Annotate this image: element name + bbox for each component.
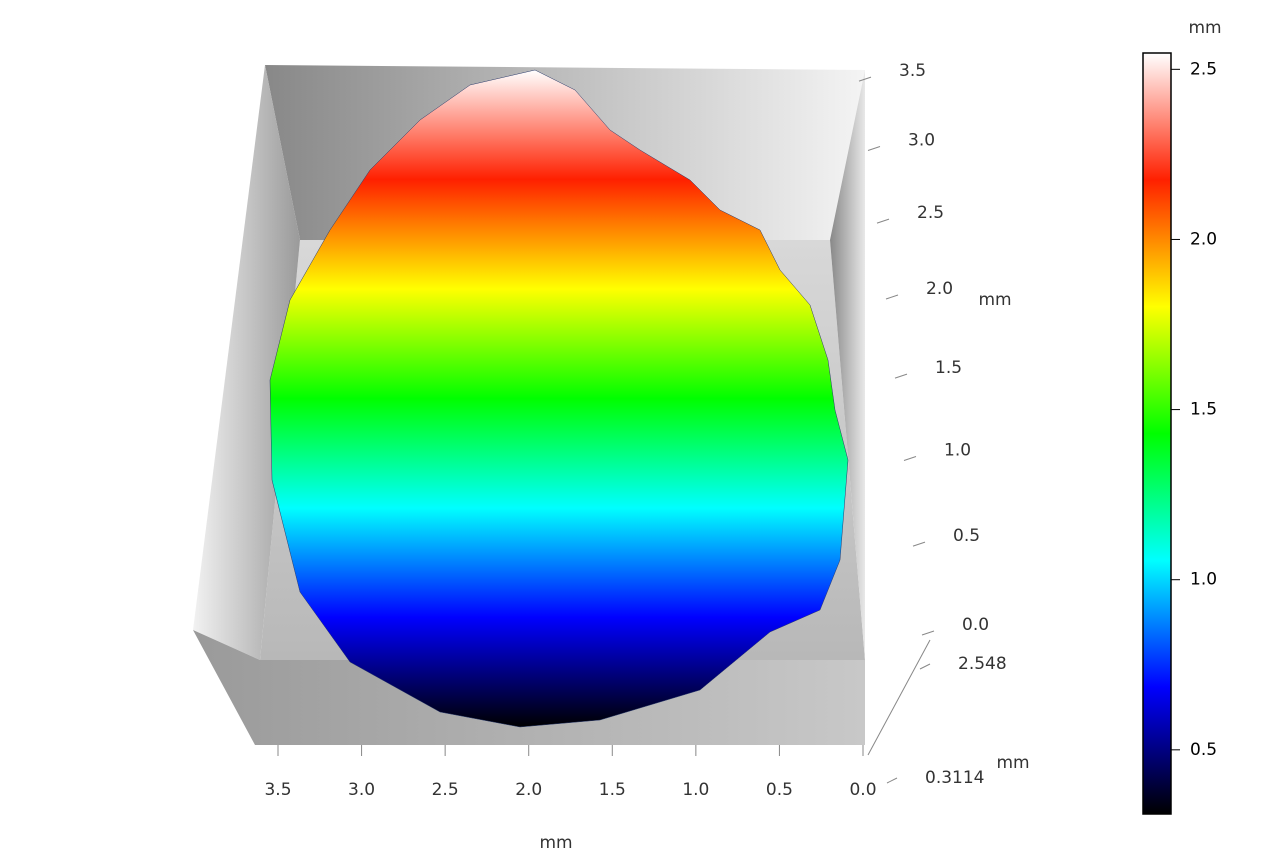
y-tick [885,294,899,300]
y-tick [867,146,881,151]
colorbar-tick-label: 0.5 [1190,740,1217,760]
y-tick-label: 0.0 [962,615,989,635]
y-tick [858,76,872,82]
y-tick [876,218,890,224]
y-tick-label: 0.5 [953,526,980,546]
z-tick-label: 2.548 [958,654,1007,674]
z-axis [867,639,931,756]
y-tick-label: 1.5 [935,358,962,378]
z-axis-label: mm [996,753,1029,773]
colorbar-tick-label: 1.0 [1190,570,1217,590]
y-tick [921,630,935,636]
colorbar-tick-label: 2.5 [1190,59,1217,79]
y-tick-label: 3.5 [899,61,926,81]
colorbar-tick-label: 1.5 [1190,400,1217,420]
y-tick [894,373,908,379]
y-tick-label: 2.0 [926,279,953,299]
x-tick-label: 0.0 [849,780,876,800]
x-tick-label: 3.5 [264,780,291,800]
x-tick-label: 1.5 [599,780,626,800]
x-tick-label: 2.0 [515,780,542,800]
y-tick [903,456,917,461]
left-wall [193,65,300,660]
colorbar-label: mm [1188,18,1221,38]
y-axis-label: mm [978,290,1011,310]
z-tick [919,663,931,670]
x-axis-label: mm [539,833,572,853]
y-tick-label: 2.5 [917,203,944,223]
y-tick-label: 1.0 [944,441,971,461]
x-tick-label: 0.5 [766,780,793,800]
colorbar-tick-label: 2.0 [1190,229,1217,249]
z-tick-label: 0.3114 [925,768,984,788]
x-tick-label: 1.0 [682,780,709,800]
x-tick-label: 3.0 [348,780,375,800]
surface [269,69,849,728]
z-tick [886,777,898,784]
right-wall [830,70,865,745]
colorbar [1142,52,1172,815]
x-tick-label: 2.5 [432,780,459,800]
y-tick-label: 3.0 [908,131,935,151]
y-tick [912,541,926,547]
